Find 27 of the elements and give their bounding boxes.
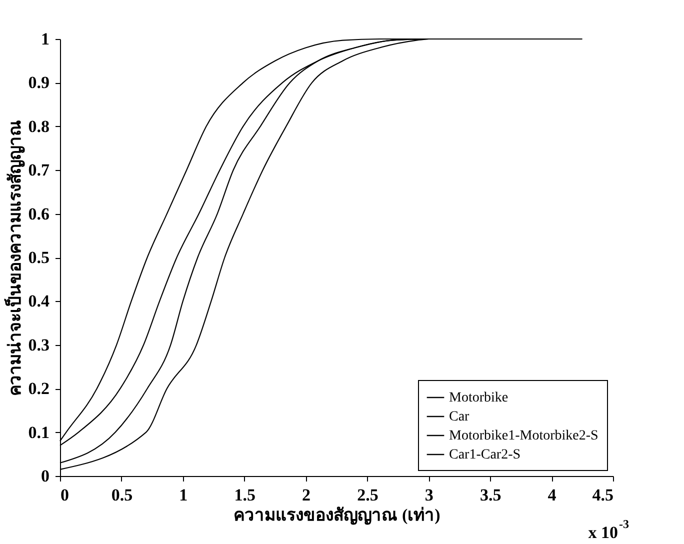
x-tick-label: 4.5 bbox=[592, 486, 614, 504]
x-tick-label: 4 bbox=[548, 486, 557, 504]
x-axis-title: ความแรงของสัญญาณ (เท่า) bbox=[234, 506, 440, 526]
y-tick-label: 1 bbox=[41, 30, 50, 48]
x-tick-label: 0 bbox=[60, 486, 69, 504]
y-tick-label: 0.7 bbox=[28, 160, 50, 180]
legend-label: Motorbike1-Motorbike2-S bbox=[449, 428, 598, 444]
x-tick-label: 0.5 bbox=[111, 486, 133, 504]
y-tick-label: 0.9 bbox=[28, 73, 50, 92]
x-tick-label: 1.5 bbox=[234, 486, 256, 504]
y-tick-label: 0.4 bbox=[28, 292, 50, 311]
y-axis-title: ความน่าจะเป็นของความแรงสัญญาณ bbox=[2, 120, 26, 396]
y-tick-label: 0 bbox=[41, 466, 50, 486]
legend-label: Car bbox=[449, 410, 470, 424]
y-tick-label: 0.3 bbox=[28, 335, 50, 354]
x-tick-label: 2.5 bbox=[357, 486, 378, 504]
y-tick-label: 0.1 bbox=[28, 422, 50, 442]
y-tick-label: 0.6 bbox=[28, 204, 50, 224]
legend-label: Car1-Car2-S bbox=[449, 448, 521, 462]
x-tick-label: 2 bbox=[302, 486, 311, 504]
y-tick-label: 0.5 bbox=[28, 248, 50, 267]
legend-label: Motorbike bbox=[449, 390, 508, 406]
x-tick-label: 3.5 bbox=[480, 486, 502, 504]
x-tick-label: 1 bbox=[179, 486, 188, 504]
x-tick-label: 3 bbox=[424, 486, 434, 504]
y-tick-label: 0.8 bbox=[28, 116, 50, 136]
y-tick-label: 0.2 bbox=[28, 379, 50, 398]
